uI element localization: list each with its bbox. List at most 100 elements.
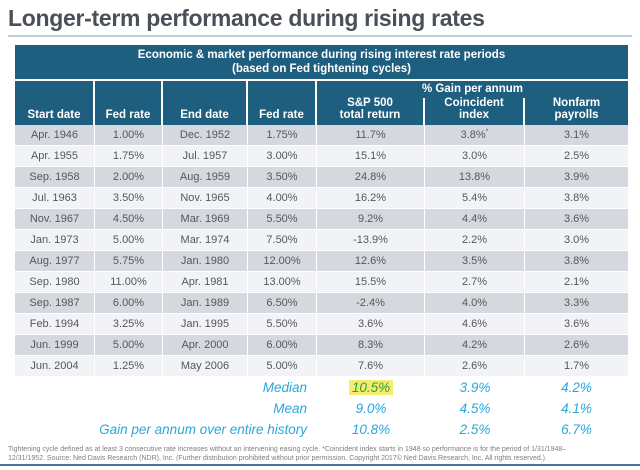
summary-value: 3.9% — [459, 380, 491, 395]
table-cell: -13.9% — [317, 230, 425, 250]
summary-label: Gain per annum over entire history — [99, 422, 307, 437]
table-cell: 15.1% — [317, 146, 425, 166]
table-row: Jun. 2004 1.25% May 2006 5.00% 7.6% 2.6% 1.7% — [15, 356, 628, 377]
group-header-spacer — [95, 81, 163, 98]
table-row: Feb. 1994 3.25% Jan. 1995 5.50% 3.6% 4.6% 3.6% — [15, 314, 628, 335]
table-cell: 7.50% — [248, 230, 317, 250]
table-cell: 12.6% — [317, 251, 425, 271]
table-cell: 12.00% — [248, 251, 317, 271]
footnote: Tightening cycle defined as at least 3 c… — [8, 446, 632, 463]
table-cell: 1.7% — [525, 356, 628, 376]
table-cell: 3.8%* — [425, 125, 525, 145]
table-cell: 5.00% — [248, 356, 317, 376]
table-cell: Apr. 1946 — [15, 125, 95, 145]
table-cell: 4.0% — [425, 293, 525, 313]
table-cell: 2.7% — [425, 272, 525, 292]
table-cell: Jan. 1989 — [163, 293, 248, 313]
table-cell: 3.3% — [525, 293, 628, 313]
column-header: Start date — [15, 98, 95, 125]
table-cell: Jul. 1963 — [15, 188, 95, 208]
table-cell: Nov. 1965 — [163, 188, 248, 208]
column-header: End date — [163, 98, 248, 125]
table-cell: 4.6% — [425, 314, 525, 334]
table-cell: 3.9% — [525, 167, 628, 187]
table-cell: 5.00% — [95, 230, 163, 250]
table-cell: 11.00% — [95, 272, 163, 292]
summary-value: 4.2% — [561, 380, 592, 395]
table-cell: Feb. 1994 — [15, 314, 95, 334]
table-row: Jun. 1999 5.00% Apr. 2000 6.00% 8.3% 4.2% 2.6% — [15, 335, 628, 356]
column-header: Fed rate — [95, 98, 163, 125]
group-header-spacer — [163, 81, 248, 98]
table-cell: Jan. 1980 — [163, 251, 248, 271]
column-header-row: Start date Fed rate End date Fed rate S&P 50… — [15, 97, 628, 125]
summary-value: 9.0% — [355, 401, 387, 416]
table-cell: Apr. 1955 — [15, 146, 95, 166]
table-cell: 6.00% — [95, 293, 163, 313]
title-underline — [8, 35, 632, 37]
table-cell: 3.0% — [525, 230, 628, 250]
table-cell: 2.1% — [525, 272, 628, 292]
table-cell: Aug. 1977 — [15, 251, 95, 271]
footnote-line2: 12/31/1952. Source: Ned Davis Research (… — [8, 454, 547, 462]
table-cell: Jun. 2004 — [15, 356, 95, 376]
table-cell: 3.50% — [95, 188, 163, 208]
table-cell: Jan. 1973 — [15, 230, 95, 250]
table-cell: 24.8% — [317, 167, 425, 187]
summary-section: Median 10.5% 3.9% 4.2% Mean 9.0% 4.5% 4.1% Gain … — [15, 377, 628, 440]
summary-row: Mean 9.0% 4.5% 4.1% — [15, 398, 628, 419]
table-cell: 1.75% — [95, 146, 163, 166]
table-cell: May 2006 — [163, 356, 248, 376]
table-row: Sep. 1958 2.00% Aug. 1959 3.50% 24.8% 13.8% 3.… — [15, 167, 628, 188]
summary-label: Mean — [273, 401, 307, 416]
table-cell: 13.00% — [248, 272, 317, 292]
page-title: Longer-term performance during rising ra… — [8, 5, 485, 31]
table-cell: Mar. 1969 — [163, 209, 248, 229]
group-header-spacer — [15, 81, 95, 98]
table-cell: 3.8% — [525, 251, 628, 271]
table-row: Sep. 1987 6.00% Jan. 1989 6.50% -2.4% 4.0% 3.3… — [15, 293, 628, 314]
table-row: Apr. 1955 1.75% Jul. 1957 3.00% 15.1% 3.0% 2.5… — [15, 146, 628, 167]
table-cell: 3.8% — [525, 188, 628, 208]
table-cell: 4.2% — [425, 335, 525, 355]
table-cell: 4.00% — [248, 188, 317, 208]
footnote-line1: Tightening cycle defined as at least 3 c… — [8, 446, 567, 453]
table-cell: 5.4% — [425, 188, 525, 208]
table-cell: 8.3% — [317, 335, 425, 355]
table-cell: 1.25% — [95, 356, 163, 376]
table-cell: Jul. 1957 — [163, 146, 248, 166]
table-cell: 16.2% — [317, 188, 425, 208]
table-row: Jul. 1963 3.50% Nov. 1965 4.00% 16.2% 5.4% 3.8… — [15, 188, 628, 209]
table-row: Apr. 1946 1.00% Dec. 1952 1.75% 11.7% 3.8%* 3.… — [15, 125, 628, 146]
group-header-label: % Gain per annum — [317, 81, 628, 98]
table-cell: 11.7% — [317, 125, 425, 145]
table-cell: 9.2% — [317, 209, 425, 229]
column-header: Fed rate — [248, 98, 317, 125]
table-cell: 1.00% — [95, 125, 163, 145]
table-cell: 3.1% — [525, 125, 628, 145]
table-cell: 15.5% — [317, 272, 425, 292]
table-cell: 5.50% — [248, 314, 317, 334]
table-cell: 2.6% — [525, 335, 628, 355]
table-row: Sep. 1980 11.00% Apr. 1981 13.00% 15.5% 2.7% 2… — [15, 272, 628, 293]
table-body: Apr. 1946 1.00% Dec. 1952 1.75% 11.7% 3.8%* 3.… — [15, 125, 628, 377]
table-cell: 3.6% — [525, 209, 628, 229]
table-cell: Jan. 1995 — [163, 314, 248, 334]
table-cell: 2.00% — [95, 167, 163, 187]
table-cell: 2.6% — [425, 356, 525, 376]
table-cell: 5.50% — [248, 209, 317, 229]
table-cell: 3.5% — [425, 251, 525, 271]
summary-row: Gain per annum over entire history 10.8% 2… — [15, 419, 628, 440]
column-header: S&P 500 total return — [317, 97, 425, 125]
table-caption-line1: Economic & market performance during ris… — [137, 49, 506, 61]
table-cell: 4.4% — [425, 209, 525, 229]
table-cell: 1.75% — [248, 125, 317, 145]
table-caption-line2: (based on Fed tightening cycles) — [232, 63, 411, 75]
table-cell: Mar. 1974 — [163, 230, 248, 250]
table-row: Jan. 1973 5.00% Mar. 1974 7.50% -13.9% 2.2% 3.… — [15, 230, 628, 251]
table-cell: 5.75% — [95, 251, 163, 271]
table-cell: 6.00% — [248, 335, 317, 355]
table-cell: 2.5% — [525, 146, 628, 166]
table-cell: Jun. 1999 — [15, 335, 95, 355]
